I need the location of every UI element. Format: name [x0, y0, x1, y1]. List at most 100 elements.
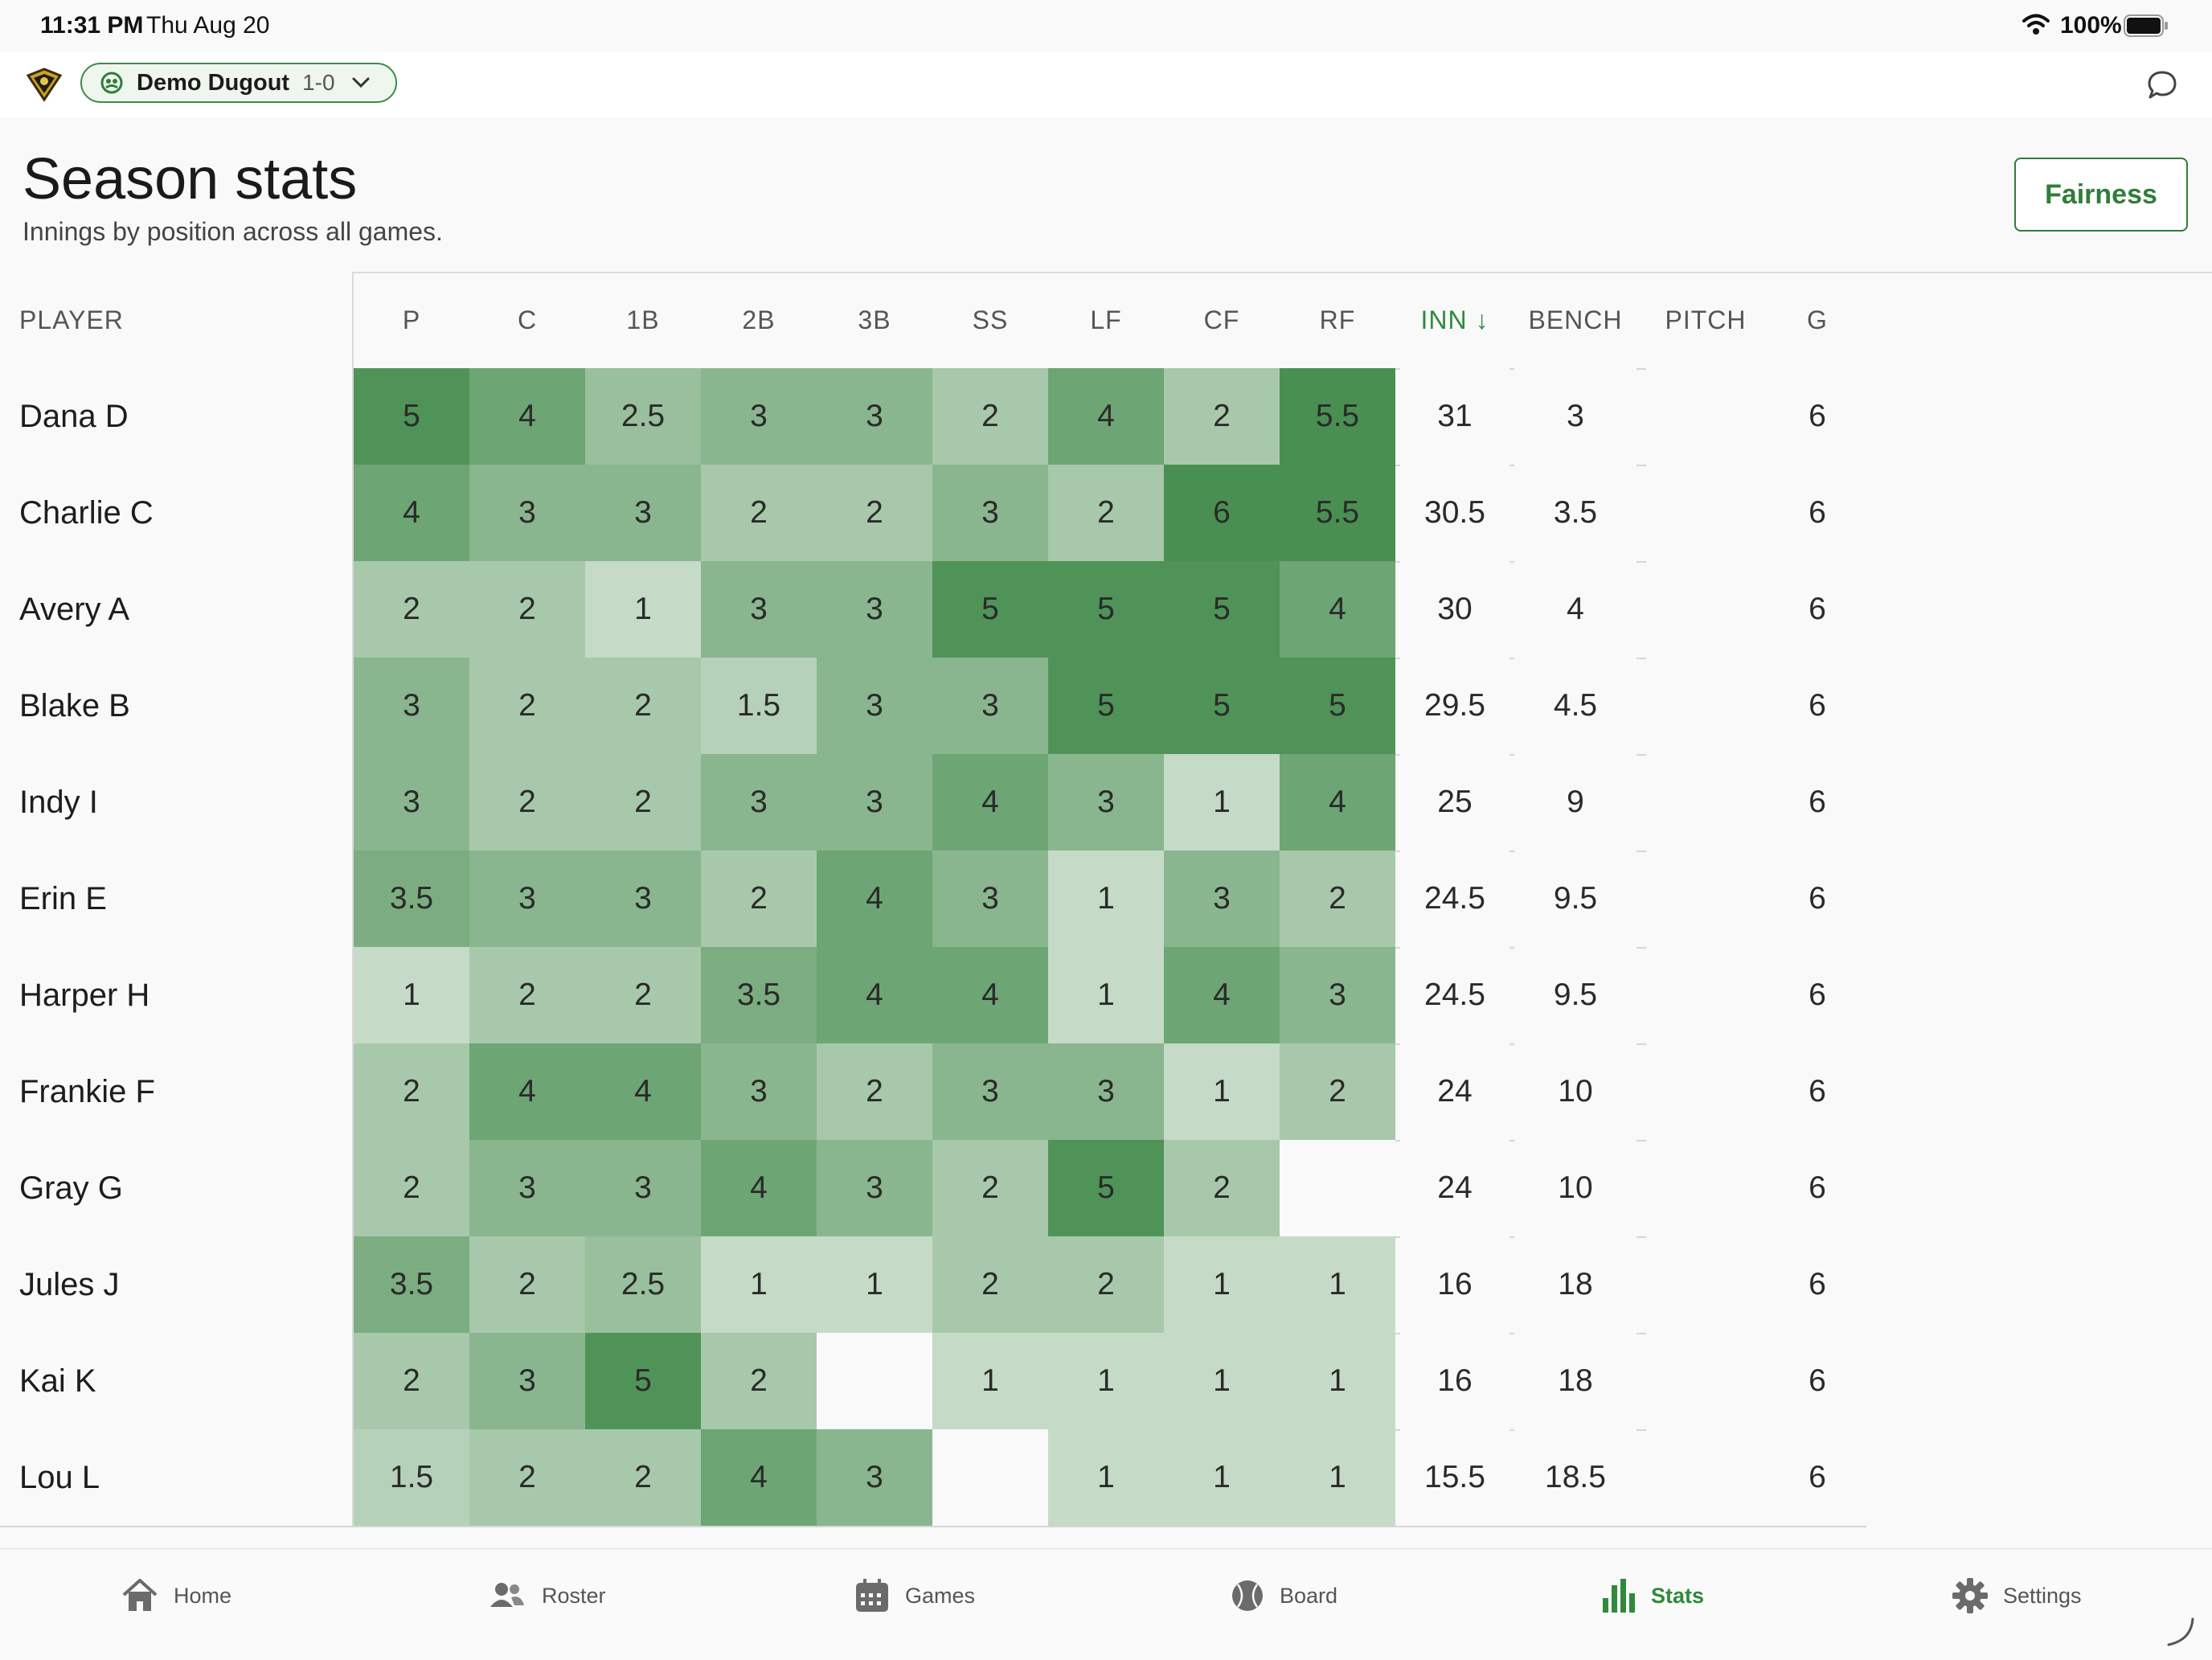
table-row[interactable]: Harper H 1 2 2 3.5 4 4 1 4 3 24.5 9.5 6: [0, 947, 1866, 1045]
table-row[interactable]: Erin E 3.5 3 3 2 4 3 1 3 2 24.5 9.5 6: [0, 850, 1866, 949]
tab-settings[interactable]: Settings: [1952, 1572, 2082, 1620]
column-header-3b[interactable]: 3B: [858, 305, 891, 334]
table-row[interactable]: Avery A 2 2 1 3 3 5 5 5 4 30 4 6: [0, 561, 1866, 659]
position-innings-cell: 4: [585, 1043, 701, 1140]
position-innings-cell: 3: [354, 754, 469, 850]
column-header-g[interactable]: G: [1807, 305, 1828, 334]
calendar-icon: [854, 1577, 891, 1614]
position-innings-cell: 1: [1048, 1429, 1164, 1526]
position-innings-cell: 2: [585, 754, 701, 850]
column-header-c[interactable]: C: [517, 305, 538, 334]
position-innings-cell: 4: [932, 754, 1048, 850]
total-g-cell: 6: [1762, 947, 1866, 1043]
resize-handle-icon: [2164, 1616, 2196, 1652]
position-innings-cell: 3: [1280, 947, 1395, 1043]
position-innings-cell: 2: [585, 1429, 701, 1526]
tab-home[interactable]: Home: [121, 1572, 231, 1620]
total-g-cell: 6: [1762, 1043, 1866, 1140]
column-header-rf[interactable]: RF: [1319, 305, 1356, 334]
chat-icon[interactable]: [2146, 69, 2178, 105]
position-innings-cell: 3: [701, 754, 817, 850]
table-row[interactable]: Jules J 3.5 2 2.5 1 1 2 2 1 1 16 18 6: [0, 1236, 1866, 1334]
position-innings-cell: 2: [585, 947, 701, 1043]
table-row[interactable]: Kai K 2 3 5 2 1 1 1 1 16 18 6: [0, 1333, 1866, 1431]
tab-stats[interactable]: Stats: [1601, 1572, 1704, 1620]
total-inn-cell: 30: [1400, 561, 1509, 658]
column-header-ss[interactable]: SS: [972, 305, 1009, 334]
total-pitch-cell: [1646, 1236, 1765, 1333]
total-bench-cell: 18: [1514, 1333, 1636, 1429]
position-innings-cell: 1.5: [701, 658, 817, 754]
bar-chart-icon: [1601, 1577, 1636, 1614]
position-innings-cell: 2: [1048, 1236, 1164, 1333]
column-header-cf[interactable]: CF: [1203, 305, 1240, 334]
total-inn-cell: 15.5: [1400, 1429, 1509, 1526]
total-inn-cell: 31: [1400, 368, 1509, 465]
total-inn-cell: 24.5: [1400, 947, 1509, 1043]
position-innings-cell: 2: [701, 465, 817, 561]
total-bench-cell: 9.5: [1514, 850, 1636, 947]
table-row[interactable]: Frankie F 2 4 4 3 2 3 3 1 2 24 10 6: [0, 1043, 1866, 1142]
position-innings-cell: 3: [469, 850, 585, 947]
tab-bar: Home Roster Games Board Stats Settings: [0, 1548, 2212, 1660]
position-innings-cell: 2: [817, 1043, 932, 1140]
player-name: Frankie F: [0, 1043, 354, 1140]
status-time: 11:31 PM: [40, 12, 144, 39]
column-header-p[interactable]: P: [402, 305, 421, 334]
position-innings-cell: 1: [701, 1236, 817, 1333]
table-row[interactable]: Dana D 5 4 2.5 3 3 2 4 2 5.5 31 3 6: [0, 368, 1866, 466]
position-innings-cell: 1: [585, 561, 701, 658]
total-pitch-cell: [1646, 658, 1765, 754]
position-innings-cell: 4: [1164, 947, 1280, 1043]
column-header-bench[interactable]: BENCH: [1528, 305, 1623, 334]
position-innings-cell: 3: [817, 658, 932, 754]
table-row[interactable]: Blake B 3 2 2 1.5 3 3 5 5 5 29.5 4.5 6: [0, 658, 1866, 756]
season-stats-table: PLAYER P C 1B 2B 3B SS LF CF RF INN ↓ BENCH PITCH G Da…: [0, 272, 1866, 1548]
position-innings-cell: 4: [701, 1429, 817, 1526]
position-innings-cell: 2: [701, 850, 817, 947]
position-innings-cell: 2: [354, 1043, 469, 1140]
total-g-cell: 6: [1762, 561, 1866, 658]
position-innings-cell: 2: [354, 1333, 469, 1429]
player-name: Blake B: [0, 658, 354, 754]
fairness-button[interactable]: Fairness: [2014, 158, 2188, 232]
position-innings-cell: 1: [932, 1333, 1048, 1429]
team-selector[interactable]: Demo Dugout 1-0: [80, 63, 397, 103]
total-bench-cell: 3.5: [1514, 465, 1636, 561]
position-innings-cell: [932, 1429, 1048, 1526]
tab-board[interactable]: Board: [1230, 1572, 1337, 1620]
position-innings-cell: 3: [817, 561, 932, 658]
total-g-cell: 6: [1762, 368, 1866, 465]
tab-label: Board: [1280, 1583, 1338, 1608]
position-innings-cell: 1: [817, 1236, 932, 1333]
total-g-cell: 6: [1762, 465, 1866, 561]
column-header-1b[interactable]: 1B: [626, 305, 660, 334]
app-top-bar: Demo Dugout 1-0: [0, 51, 2212, 119]
tab-games[interactable]: Games: [854, 1572, 975, 1620]
table-row[interactable]: Gray G 2 3 3 4 3 2 5 2 24 10 6: [0, 1140, 1866, 1238]
position-innings-cell: 5: [932, 561, 1048, 658]
total-bench-cell: 10: [1514, 1043, 1636, 1140]
column-header-inn[interactable]: INN ↓: [1420, 305, 1489, 334]
column-header-pitch[interactable]: PITCH: [1665, 305, 1747, 334]
table-row[interactable]: Charlie C 4 3 3 2 2 3 2 6 5.5 30.5 3.5 6: [0, 465, 1866, 563]
column-header-player[interactable]: PLAYER: [0, 272, 354, 368]
position-innings-cell: 3: [817, 1429, 932, 1526]
position-innings-cell: 3: [817, 1140, 932, 1236]
position-innings-cell: 1: [1048, 850, 1164, 947]
total-pitch-cell: [1646, 754, 1765, 850]
total-pitch-cell: [1646, 947, 1765, 1043]
position-innings-cell: 1: [1280, 1236, 1395, 1333]
column-header-lf[interactable]: LF: [1090, 305, 1122, 334]
table-row[interactable]: Indy I 3 2 2 3 3 4 3 1 4 25 9 6: [0, 754, 1866, 852]
column-header-2b[interactable]: 2B: [742, 305, 776, 334]
position-innings-cell: 2: [469, 1429, 585, 1526]
player-name: Avery A: [0, 561, 354, 658]
tab-roster[interactable]: Roster: [487, 1572, 606, 1620]
table-row[interactable]: Lou L 1.5 2 2 4 3 1 1 1 15.5 18.5 6: [0, 1429, 1866, 1527]
position-innings-cell: 2: [932, 1140, 1048, 1236]
position-innings-cell: 3: [932, 1043, 1048, 1140]
position-innings-cell: 5: [1048, 1140, 1164, 1236]
position-innings-cell: 3: [817, 368, 932, 465]
page-title: Season stats: [23, 147, 358, 211]
